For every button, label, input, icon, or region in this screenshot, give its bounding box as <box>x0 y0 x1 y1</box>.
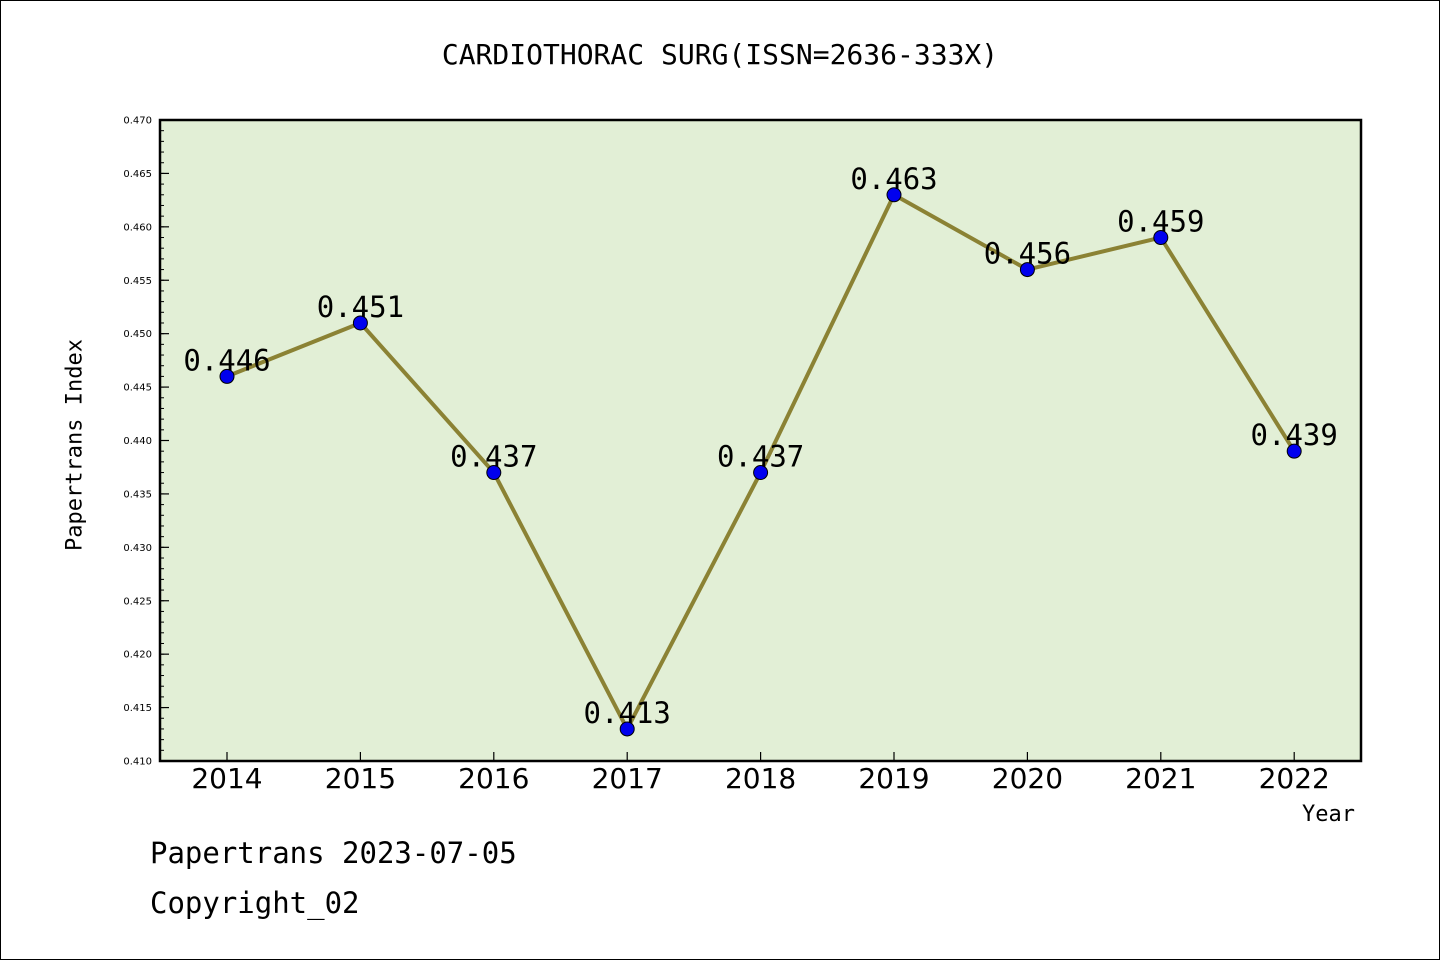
x-tick-label: 2019 <box>858 762 929 795</box>
y-tick-label: 0.465 <box>123 169 152 180</box>
data-point <box>753 465 769 481</box>
footer-date: Papertrans 2023-07-05 <box>150 836 517 870</box>
data-label: 0.437 <box>450 440 537 474</box>
x-tick-label: 2015 <box>325 762 396 795</box>
y-tick-label: 0.470 <box>123 116 152 127</box>
data-label: 0.439 <box>1251 418 1338 452</box>
data-label: 0.463 <box>850 162 937 196</box>
y-tick-label: 0.460 <box>123 222 152 233</box>
plot-area <box>158 118 1363 763</box>
y-axis-ticks: 0.410 0.415 0.420 0.425 0.430 0.435 0.440 0.445… <box>123 116 169 768</box>
data-point <box>1153 230 1169 246</box>
x-tick-label: 2016 <box>458 762 529 795</box>
x-tick-label: 2020 <box>992 762 1063 795</box>
data-point <box>352 315 368 331</box>
y-tick-label: 0.450 <box>123 329 152 340</box>
x-tick-label: 2022 <box>1259 762 1330 795</box>
y-tick-label: 0.445 <box>123 383 152 394</box>
x-tick-label: 2014 <box>191 762 262 795</box>
x-axis-ticks: 2014 2015 2016 2017 2018 2019 2020 2021 2022 <box>191 752 1330 795</box>
y-tick-label: 0.420 <box>123 650 152 661</box>
data-point <box>219 368 235 384</box>
x-tick-label: 2018 <box>725 762 796 795</box>
x-axis-label: Year <box>1302 802 1355 827</box>
data-label: 0.456 <box>984 237 1071 271</box>
data-point <box>886 187 902 203</box>
data-label: 0.451 <box>317 290 404 324</box>
data-labels: 0.446 0.451 0.437 0.413 0.437 0.463 0.456 0.459… <box>183 162 1338 730</box>
data-point <box>1286 443 1302 459</box>
data-label: 0.437 <box>717 440 804 474</box>
chart-title: CARDIOTHORAC SURG(ISSN=2636-333X) <box>441 38 999 71</box>
y-tick-label: 0.435 <box>123 489 152 500</box>
data-markers <box>219 187 1302 737</box>
x-tick-label: 2021 <box>1125 762 1196 795</box>
data-point <box>486 465 502 481</box>
y-tick-label: 0.430 <box>123 543 152 554</box>
footer-copyright: Copyright_02 <box>150 886 360 920</box>
data-point <box>619 721 635 737</box>
y-tick-label: 0.415 <box>123 703 152 714</box>
y-tick-label: 0.455 <box>123 276 152 287</box>
x-tick-label: 2017 <box>592 762 663 795</box>
data-label: 0.446 <box>183 343 270 377</box>
data-label: 0.413 <box>584 696 671 730</box>
y-tick-label: 0.425 <box>123 596 152 607</box>
y-tick-label: 0.410 <box>123 757 152 768</box>
y-tick-label: 0.440 <box>123 436 152 447</box>
data-point <box>1019 262 1035 278</box>
data-label: 0.459 <box>1117 205 1204 239</box>
